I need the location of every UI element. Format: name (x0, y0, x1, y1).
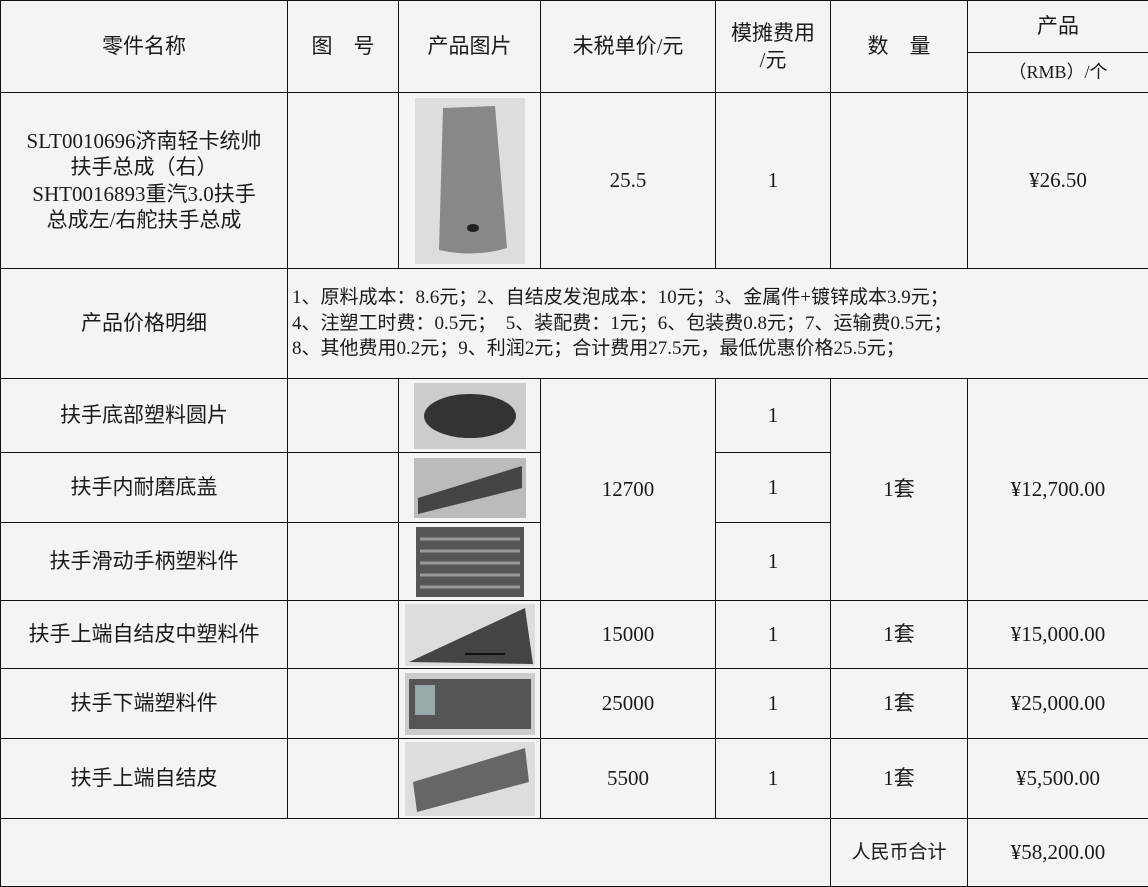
cell: 25.5 (541, 93, 716, 269)
name-line: 扶手总成（右） (1, 154, 287, 180)
cell (1, 819, 831, 887)
product-image (414, 458, 526, 518)
cell: ¥12,700.00 (968, 379, 1148, 601)
cell: 1套 (831, 601, 968, 669)
cell: ¥5,500.00 (968, 739, 1148, 819)
name-cell: 扶手上端自结皮中塑料件 (1, 601, 288, 669)
product-image (414, 383, 526, 449)
header-cell: 产品图片 (399, 1, 541, 93)
header-cell: 未税单价/元 (541, 1, 716, 93)
name-cell: 扶手内耐磨底盖 (1, 453, 288, 523)
image-cell (399, 453, 541, 523)
cell (288, 453, 399, 523)
product-image (405, 742, 535, 816)
image-cell (399, 601, 541, 669)
cell (288, 379, 399, 453)
product-image (416, 527, 524, 597)
header-line: 模摊费用 (716, 20, 830, 46)
name-cell: 扶手底部塑料圆片 (1, 379, 288, 453)
cell (831, 93, 968, 269)
cell: 1套 (831, 739, 968, 819)
cell: 产品价格明细 (1, 269, 288, 379)
total-label: 人民币合计 (831, 819, 968, 887)
cell: 1 (716, 453, 831, 523)
cell: 15000 (541, 601, 716, 669)
detail-line: 8、其他费用0.2元；9、利润2元；合计费用27.5元，最低优惠价格25.5元； (292, 336, 1148, 362)
detail-line: 1、原料成本：8.6元；2、自结皮发泡成本：10元；3、金属件+镀锌成本3.9元… (292, 285, 1148, 311)
cell: 1 (716, 523, 831, 601)
image-cell (399, 739, 541, 819)
cell (288, 739, 399, 819)
detail-line: 4、注塑工时费：0.5元； 5、装配费：1元；6、包装费0.8元；7、运输费0.… (292, 311, 1148, 337)
header-cell: （RMB）/个 (968, 53, 1148, 93)
product-image (405, 604, 535, 666)
image-cell (399, 379, 541, 453)
cell: 1套 (831, 669, 968, 739)
header-cell: 数 量 (831, 1, 968, 93)
image-cell (399, 523, 541, 601)
cell: ¥15,000.00 (968, 601, 1148, 669)
cell: 1 (716, 601, 831, 669)
cell: ¥25,000.00 (968, 669, 1148, 739)
name-cell: 扶手下端塑料件 (1, 669, 288, 739)
name-cell: 扶手滑动手柄塑料件 (1, 523, 288, 601)
cell: 1套 (831, 379, 968, 601)
name-line: SLT0010696济南轻卡统帅 (1, 128, 287, 154)
total-value: ¥58,200.00 (968, 819, 1148, 887)
cell: 5500 (541, 739, 716, 819)
name-cell: SLT0010696济南轻卡统帅扶手总成（右）SHT0016893重汽3.0扶手… (1, 93, 288, 269)
image-cell (399, 93, 541, 269)
cell (288, 601, 399, 669)
cell: 1 (716, 379, 831, 453)
cell: 25000 (541, 669, 716, 739)
image-cell (399, 669, 541, 739)
name-line: 总成左/右舵扶手总成 (1, 207, 287, 233)
cell: 1 (716, 669, 831, 739)
cell (288, 523, 399, 601)
cell: 12700 (541, 379, 716, 601)
detail-cell: 1、原料成本：8.6元；2、自结皮发泡成本：10元；3、金属件+镀锌成本3.9元… (288, 269, 1148, 379)
cell: 1 (716, 93, 831, 269)
header-cell: 产品 (968, 1, 1148, 53)
header-cell: 模摊费用/元 (716, 1, 831, 93)
cell (288, 93, 399, 269)
name-cell: 扶手上端自结皮 (1, 739, 288, 819)
product-image (415, 98, 525, 264)
header-cell: 图 号 (288, 1, 399, 93)
cell: ¥26.50 (968, 93, 1148, 269)
header-line: /元 (716, 47, 830, 73)
header-cell: 零件名称 (1, 1, 288, 93)
cell: 1 (716, 739, 831, 819)
name-line: SHT0016893重汽3.0扶手 (1, 181, 287, 207)
product-image (405, 673, 535, 735)
cell (288, 669, 399, 739)
